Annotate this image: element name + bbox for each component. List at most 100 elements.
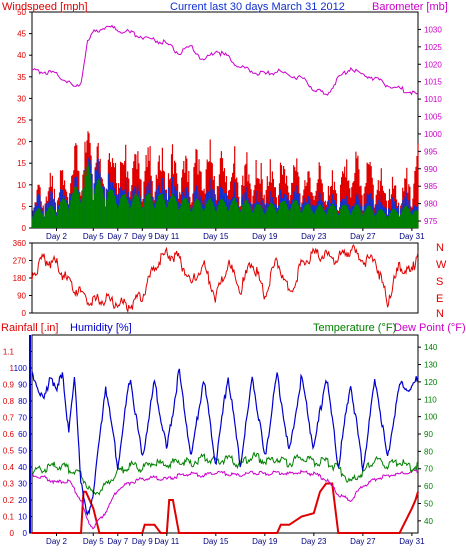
barometer-axis-title: Barometer [mb] — [372, 1, 448, 13]
compass-s: S — [436, 276, 443, 288]
rain-tick-label: 0.7 — [3, 414, 15, 423]
humidity-tick-label: 80 — [18, 397, 27, 406]
y-tick-label: 5 — [22, 202, 27, 211]
humidity-tick-label: 10 — [18, 513, 27, 522]
temp-tick-label: 90 — [424, 430, 433, 439]
y-tick-label: 30 — [17, 94, 26, 103]
x3-tick-label: Day 7 — [107, 537, 128, 546]
y2-tick-label: 980 — [424, 200, 438, 209]
x-tick-label: Day 2 — [46, 232, 67, 241]
x-tick-label: Day 23 — [301, 232, 327, 241]
dir-tick-label: 180 — [13, 274, 27, 283]
x3-tick-label: Day 2 — [46, 537, 67, 546]
x-tick-label: Day 27 — [350, 232, 376, 241]
rain-tick-label: 0.4 — [3, 463, 15, 472]
y-tick-label: 15 — [17, 159, 26, 168]
rain-tick-label: 0.5 — [3, 447, 15, 456]
humidity-tick-label: 40 — [18, 463, 27, 472]
dir-tick-label: 360 — [13, 239, 27, 248]
y2-tick-label: 1005 — [424, 113, 442, 122]
compass-e: E — [436, 293, 443, 305]
y2-tick-label: 1015 — [424, 78, 442, 87]
humidity-tick-label: 0 — [23, 529, 28, 538]
direction-plot-frame — [31, 242, 419, 314]
series-barometer — [31, 24, 419, 96]
y2-tick-label: 1030 — [424, 25, 442, 34]
rain-tick-label: 0.2 — [3, 496, 15, 505]
y2-tick-label: 995 — [424, 147, 438, 156]
y-tick-label: 25 — [17, 116, 26, 125]
x-tick-label: Day 9 — [132, 232, 153, 241]
y-tick-label: 50 — [17, 8, 26, 17]
dir-tick-label: 90 — [17, 292, 26, 301]
x-tick-label: Day 19 — [252, 232, 278, 241]
y-tick-label: 45 — [17, 30, 26, 39]
y2-tick-label: 975 — [424, 217, 438, 226]
temp-tick-label: 130 — [424, 361, 438, 370]
x3-tick-label: Day 9 — [132, 537, 153, 546]
rain-tick-label: 0.8 — [3, 397, 15, 406]
humidity-tick-label: 70 — [18, 414, 27, 423]
temp-tick-label: 140 — [424, 343, 438, 352]
x3-tick-label: Day 31 — [399, 537, 425, 546]
windspeed-axis-title: Windspeed [mph] — [2, 1, 88, 13]
temp-tick-label: 80 — [424, 447, 433, 456]
humidity-tick-label: 90 — [18, 381, 27, 390]
compass-n-top: N — [436, 242, 444, 254]
humidity-tick-label: 30 — [18, 480, 27, 489]
y2-tick-label: 1010 — [424, 95, 442, 104]
dewpoint-axis-title: Dew Point (°F) — [394, 322, 466, 334]
temp-tick-label: 50 — [424, 499, 433, 508]
x-tick-label: Day 15 — [203, 232, 229, 241]
x3-tick-label: Day 11 — [154, 537, 179, 546]
temp-tick-label: 60 — [424, 482, 433, 491]
series-dewpoint — [31, 467, 419, 530]
y2-tick-label: 990 — [424, 165, 438, 174]
chart-title: Current last 30 days March 31 2012 — [170, 1, 345, 13]
rain-tick-label: 0.3 — [3, 480, 15, 489]
y2-tick-label: 1025 — [424, 43, 442, 52]
rain-tick-label: 0.6 — [3, 430, 15, 439]
dir-tick-label: 270 — [13, 257, 27, 266]
y-tick-label: 35 — [17, 73, 26, 82]
y2-tick-label: 1000 — [424, 130, 442, 139]
x-tick-label: Day 5 — [83, 232, 104, 241]
rain-tick-label: 1.1 — [3, 348, 15, 357]
y-tick-label: 10 — [17, 181, 26, 190]
climate-plot-frame — [31, 334, 419, 534]
temp-tick-label: 120 — [424, 378, 438, 387]
y-tick-label: 20 — [17, 138, 26, 147]
x3-tick-label: Day 5 — [83, 537, 104, 546]
y-tick-label: 40 — [17, 51, 26, 60]
temp-tick-label: 40 — [424, 517, 433, 526]
temp-tick-label: 110 — [424, 395, 437, 404]
rainfall-axis-title: Rainfall [.in] — [1, 322, 58, 334]
humidity-tick-label: 20 — [18, 496, 27, 505]
series-wind-direction — [31, 244, 419, 314]
x3-tick-label: Day 23 — [301, 537, 327, 546]
humidity-tick-label: 60 — [18, 430, 27, 439]
x3-tick-label: Day 15 — [203, 537, 229, 546]
series-temperature — [31, 451, 419, 496]
temp-tick-label: 70 — [424, 465, 433, 474]
x3-tick-label: Day 27 — [350, 537, 376, 546]
humidity-tick-label: 100 — [14, 364, 28, 373]
rain-tick-label: 0.1 — [3, 513, 15, 522]
series-humidity — [31, 368, 419, 517]
series-wind-avg — [31, 161, 419, 228]
dir-tick-label: 0 — [22, 309, 27, 318]
y2-tick-label: 985 — [424, 182, 438, 191]
x-tick-label: Day 7 — [107, 232, 128, 241]
temperature-axis-title: Temperature (°F) — [313, 322, 396, 334]
temp-tick-label: 100 — [424, 413, 438, 422]
series-rainfall — [32, 482, 419, 534]
compass-n-bottom: N — [436, 308, 444, 320]
x3-tick-label: Day 19 — [252, 537, 278, 546]
rain-tick-label: 0 — [10, 529, 15, 538]
y2-tick-label: 1020 — [424, 60, 442, 69]
x-tick-label: Day 31 — [399, 232, 425, 241]
humidity-tick-label: 50 — [18, 447, 27, 456]
compass-w: W — [436, 259, 447, 271]
